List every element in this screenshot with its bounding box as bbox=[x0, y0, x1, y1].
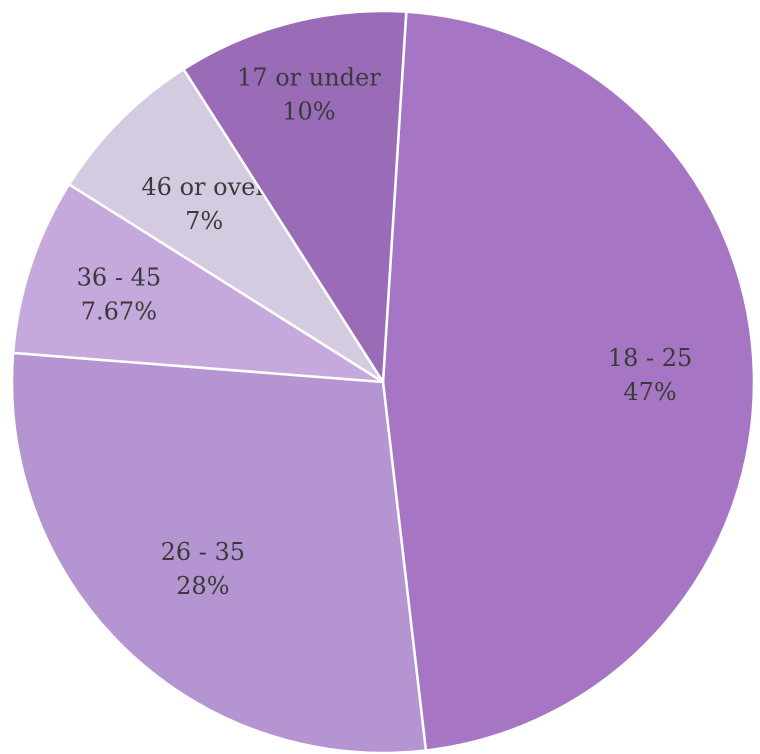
pie-slice-26-35 bbox=[10, 351, 428, 754]
slice-value-18-25: 47% bbox=[623, 378, 676, 406]
slice-label-17-or-under: 17 or under bbox=[237, 64, 381, 92]
pie-slice-36-45 bbox=[11, 182, 384, 384]
pie-slice-46-or-over bbox=[67, 67, 385, 384]
slice-value-17-or-under: 10% bbox=[282, 98, 335, 126]
slice-label-36-45: 36 - 45 bbox=[77, 263, 161, 291]
pie-slice-17-or-under bbox=[181, 9, 408, 386]
slice-value-36-45: 7.67% bbox=[81, 297, 157, 325]
slice-label-46-or-over: 46 or over bbox=[141, 173, 267, 201]
slice-label-26-35: 26 - 35 bbox=[161, 538, 245, 566]
slice-value-46-or-over: 7% bbox=[185, 207, 223, 235]
slice-label-18-25: 18 - 25 bbox=[608, 344, 692, 372]
pie-slice-18-25 bbox=[381, 10, 756, 752]
slice-value-26-35: 28% bbox=[176, 572, 229, 600]
